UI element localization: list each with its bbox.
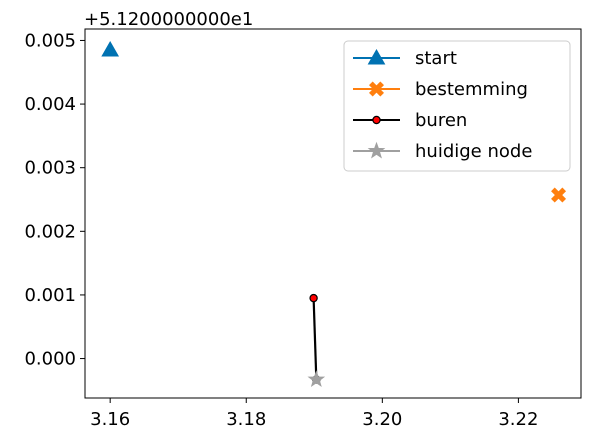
- legend-start-marker: [367, 48, 386, 65]
- legend-frame: [343, 40, 571, 172]
- legend: start bestemming buren huidige node: [343, 40, 571, 172]
- plot-area: 3.16 3.18 3.20 3.22 0.000 0.001 0.002 0.003 0.00…: [24, 28, 582, 430]
- legend-buren-marker: [372, 115, 381, 125]
- series-start-point: [101, 40, 120, 57]
- y-tick-label: 0.003: [24, 158, 76, 179]
- y-tick-label: 0.002: [24, 221, 76, 242]
- series-bestemming-point-bar-b: [551, 187, 567, 203]
- y-tick-label: 0.000: [24, 349, 76, 370]
- legend-huidige-node-marker: [367, 141, 386, 159]
- series-buren-line: [312, 298, 318, 380]
- legend-bestemming-marker-bar-b: [369, 81, 384, 97]
- series-huidige-node-point: [307, 370, 326, 388]
- y-tick-label: 0.004: [24, 94, 76, 115]
- x-tick-label: 3.18: [226, 409, 266, 430]
- legend-bestemming-label: bestemming: [415, 79, 528, 100]
- legend-huidige-node-label: huidige node: [415, 141, 532, 162]
- y-offset-label: +5.1200000000e1: [84, 9, 253, 30]
- series-bestemming-point: [551, 187, 567, 203]
- legend-buren-label: buren: [415, 110, 467, 131]
- x-tick-label: 3.16: [90, 409, 130, 430]
- axes-frame: [84, 28, 582, 399]
- series-buren-point: [309, 293, 318, 303]
- legend-start-label: start: [415, 48, 457, 69]
- legend-bestemming-marker: [369, 81, 384, 97]
- x-tick-label: 3.22: [498, 409, 538, 430]
- y-tick-label: 0.001: [24, 285, 76, 306]
- x-tick-label: 3.20: [362, 409, 402, 430]
- y-tick-label: 0.005: [24, 30, 76, 51]
